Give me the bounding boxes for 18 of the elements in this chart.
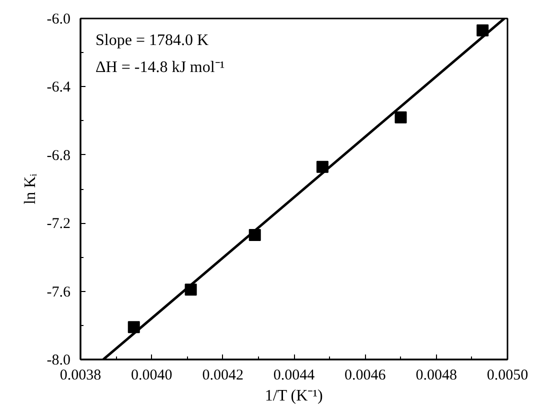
y-axis-title: ln Kᵢ bbox=[22, 173, 39, 204]
y-tick-label: -6.0 bbox=[46, 12, 71, 28]
y-tick-label: -8.0 bbox=[46, 352, 71, 368]
annotation: ΔH = -14.8 kJ mol⁻¹ bbox=[96, 59, 225, 76]
point bbox=[394, 111, 407, 124]
x-tick-label: 0.0048 bbox=[416, 368, 457, 384]
x-tick-label: 0.0042 bbox=[202, 368, 244, 384]
x-tick-label: 0.0040 bbox=[131, 368, 172, 384]
x-tick-label: 0.0046 bbox=[344, 368, 386, 384]
y-tick-label: -7.6 bbox=[46, 284, 71, 300]
x-axis-title: 1/T (K⁻¹) bbox=[264, 388, 323, 404]
x-tick-label: 0.0050 bbox=[486, 368, 528, 384]
x-tick-label: 0.0038 bbox=[60, 368, 102, 384]
y-tick-label: -6.4 bbox=[46, 80, 71, 96]
y-tick-label: -6.8 bbox=[46, 148, 71, 164]
annotation: Slope = 1784.0 K bbox=[96, 32, 209, 49]
x-tick-label: 0.0044 bbox=[273, 368, 316, 384]
y-tick-label: -7.2 bbox=[46, 216, 71, 232]
